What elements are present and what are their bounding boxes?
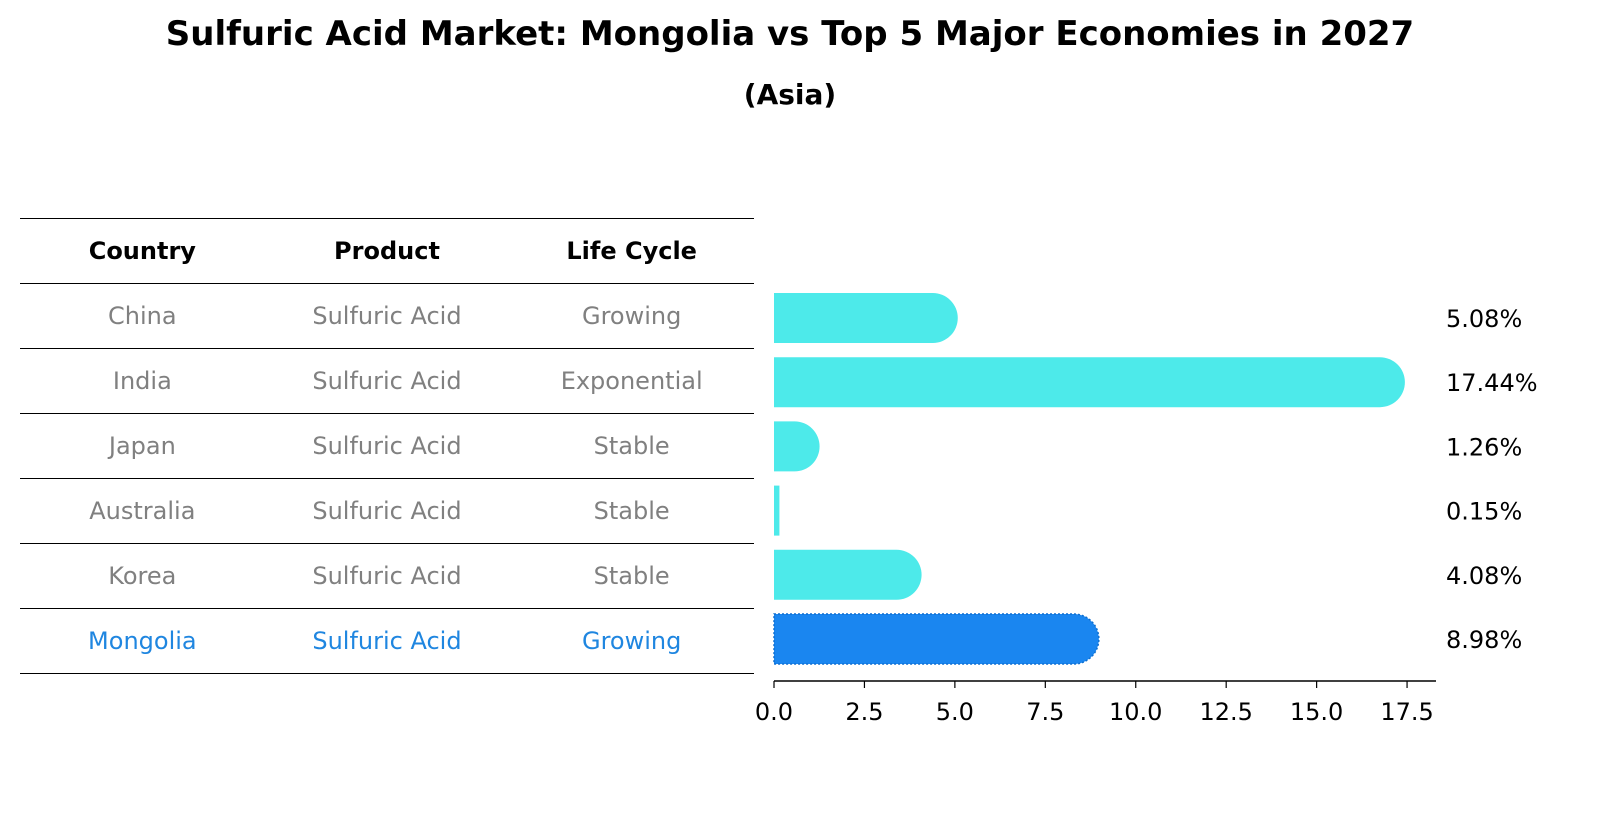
table-header-row: Country Product Life Cycle: [20, 218, 754, 284]
cell-country: Mongolia: [20, 608, 265, 674]
cell-life-cycle: Stable: [509, 413, 754, 479]
cell-product: Sulfuric Acid: [264, 543, 510, 609]
x-tick-label: 15.0: [1290, 698, 1343, 726]
cell-country: Korea: [20, 543, 265, 609]
x-tick-label: 10.0: [1109, 698, 1162, 726]
x-tick-label: 0.0: [755, 698, 793, 726]
data-label: 1.26%: [1446, 433, 1522, 461]
header-product: Product: [264, 218, 510, 284]
header-country: Country: [20, 218, 265, 284]
data-table: Country Product Life Cycle China Sulfuri…: [20, 218, 754, 674]
table-row: Japan Sulfuric Acid Stable: [20, 413, 754, 479]
bar: [774, 357, 1405, 408]
data-label: 8.98%: [1446, 626, 1522, 654]
table-row: China Sulfuric Acid Growing: [20, 283, 754, 349]
data-label: 0.15%: [1446, 498, 1522, 526]
x-tick-label: 12.5: [1199, 698, 1252, 726]
bar: [774, 485, 780, 536]
x-tick-label: 2.5: [845, 698, 883, 726]
x-tick-label: 7.5: [1026, 698, 1064, 726]
data-label: 17.44%: [1446, 369, 1538, 397]
table-row: Australia Sulfuric Acid Stable: [20, 478, 754, 544]
cell-life-cycle: Growing: [509, 283, 754, 349]
cell-product: Sulfuric Acid: [264, 348, 510, 414]
chart-subtitle: (Asia): [743, 78, 837, 111]
cell-life-cycle: Exponential: [509, 348, 754, 414]
x-tick-label: 5.0: [936, 698, 974, 726]
cell-life-cycle: Stable: [509, 478, 754, 544]
bar-highlight-outline: [773, 613, 1100, 665]
cell-product: Sulfuric Acid: [264, 478, 510, 544]
bar: [774, 549, 922, 600]
x-tick-label: 17.5: [1380, 698, 1433, 726]
table-row: India Sulfuric Acid Exponential: [20, 348, 754, 414]
cell-country: Japan: [20, 413, 265, 479]
cell-country: India: [20, 348, 265, 414]
header-life-cycle: Life Cycle: [509, 218, 754, 284]
cell-country: Australia: [20, 478, 265, 544]
bar: [774, 293, 958, 343]
data-label: 5.08%: [1446, 305, 1522, 333]
table-row-highlight: Mongolia Sulfuric Acid Growing: [20, 608, 754, 674]
cell-country: China: [20, 283, 265, 349]
chart-title: Sulfuric Acid Market: Mongolia vs Top 5 …: [165, 14, 1415, 54]
table-row: Korea Sulfuric Acid Stable: [20, 543, 754, 609]
data-label: 4.08%: [1446, 562, 1522, 590]
cell-product: Sulfuric Acid: [264, 283, 510, 349]
cell-product: Sulfuric Acid: [264, 413, 510, 479]
cell-life-cycle: Growing: [509, 608, 754, 674]
cell-life-cycle: Stable: [509, 543, 754, 609]
bar: [774, 421, 820, 472]
cell-product: Sulfuric Acid: [264, 608, 510, 674]
bar: [774, 614, 1099, 664]
